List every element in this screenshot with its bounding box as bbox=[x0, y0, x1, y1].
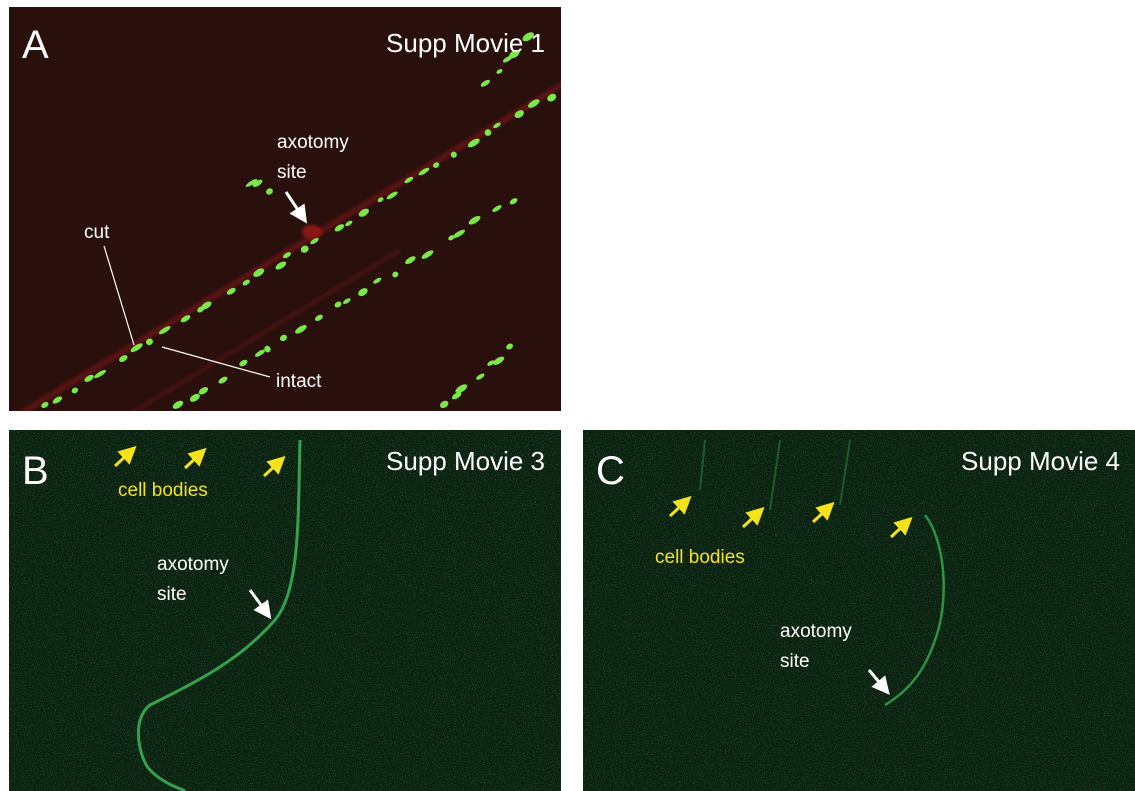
panel-b: B Supp Movie 3 cell bodies axotomy site bbox=[9, 430, 561, 791]
annotation: cell bodies bbox=[118, 480, 208, 501]
annotation: site bbox=[157, 584, 187, 605]
micrograph bbox=[9, 7, 561, 411]
panel-a: A Supp Movie 1 axotomy site cut intact bbox=[9, 7, 570, 420]
panel-label: A bbox=[22, 23, 49, 67]
annotation: axotomy bbox=[157, 554, 229, 575]
noise bbox=[583, 430, 1135, 791]
page: A Supp Movie 1 axotomy site cut intact B… bbox=[0, 0, 1135, 791]
panel-c: C Supp Movie 4 cell bodies axotomy site bbox=[583, 430, 1135, 791]
panel-title: Supp Movie 1 bbox=[386, 28, 545, 58]
annotation: intact bbox=[276, 371, 322, 392]
annotation: site bbox=[277, 162, 307, 183]
annotation: cell bodies bbox=[655, 547, 745, 568]
annotation: cut bbox=[84, 222, 110, 243]
panel-label: C bbox=[596, 449, 625, 493]
figure: A Supp Movie 1 axotomy site cut intact B… bbox=[0, 0, 1135, 791]
noise bbox=[9, 430, 561, 791]
panel-title: Supp Movie 3 bbox=[386, 446, 545, 476]
panel-title: Supp Movie 4 bbox=[961, 446, 1120, 476]
annotation: site bbox=[780, 651, 810, 672]
annotation: axotomy bbox=[780, 621, 852, 642]
annotation: axotomy bbox=[277, 132, 349, 153]
panel-label: B bbox=[22, 449, 49, 493]
